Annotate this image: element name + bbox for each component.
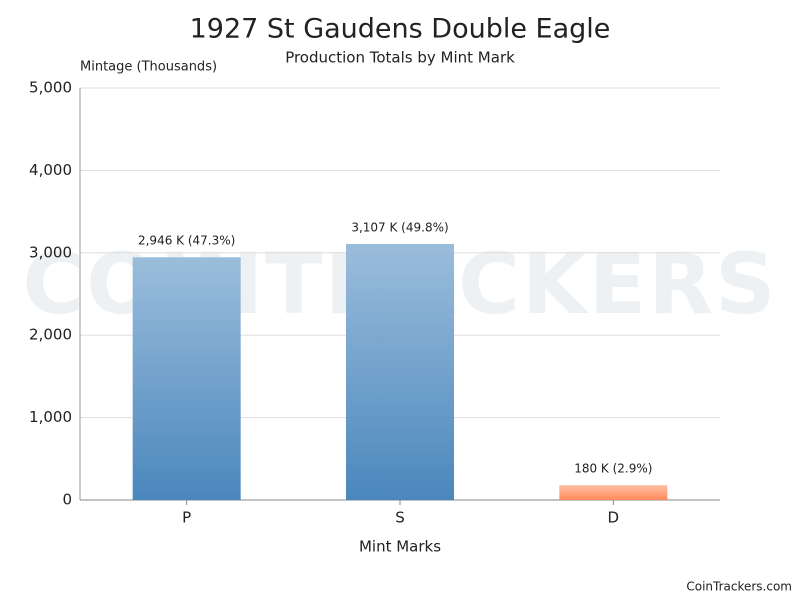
bar [132,257,241,500]
y-tick-label: 5,000 [29,79,72,97]
x-tick-label: P [182,509,191,527]
y-tick-label: 4,000 [29,161,72,179]
y-tick-label: 2,000 [29,326,72,344]
value-label: 3,107 K (49.8%) [351,220,448,234]
y-tick-label: 0 [62,491,72,509]
chart-subtitle: Production Totals by Mint Mark [285,49,515,67]
value-label: 180 K (2.9%) [574,462,652,476]
x-tick-label: S [395,509,405,527]
x-tick-label: D [608,509,620,527]
bar [346,243,454,500]
y-tick-label: 3,000 [29,243,72,261]
x-axis-title: Mint Marks [359,538,441,556]
chart-title: 1927 St Gaudens Double Eagle [190,14,611,45]
value-label: 2,946 K (47.3%) [138,234,235,248]
footer: CoinTrackers.com [686,580,792,594]
bar [559,485,668,500]
y-axis-title: Mintage (Thousands) [80,60,217,75]
y-tick-label: 1,000 [29,408,72,426]
